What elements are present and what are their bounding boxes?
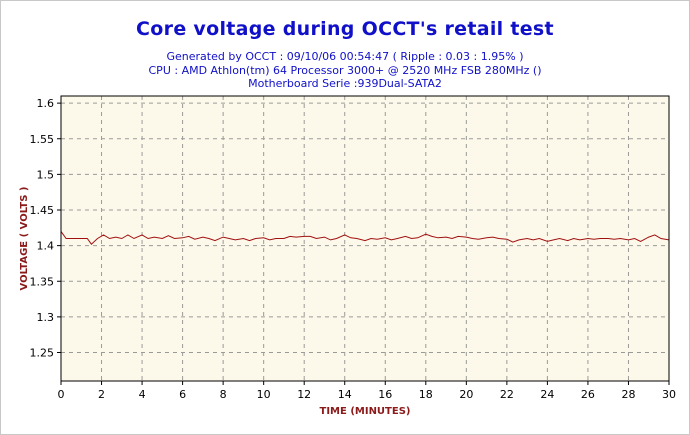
x-tick-label: 8 <box>220 388 227 401</box>
y-axis-label: VOLTAGE ( VOLTS ) <box>19 187 30 291</box>
x-tick-label: 24 <box>540 388 554 401</box>
generated-info: Generated by OCCT : 09/10/06 00:54:47 ( … <box>166 50 524 63</box>
y-tick-label: 1.55 <box>30 133 55 146</box>
x-tick-label: 4 <box>139 388 146 401</box>
x-tick-label: 26 <box>581 388 595 401</box>
x-tick-label: 22 <box>500 388 514 401</box>
y-tick-label: 1.35 <box>30 275 55 288</box>
x-tick-label: 12 <box>297 388 311 401</box>
y-tick-label: 1.5 <box>37 168 55 181</box>
x-tick-label: 18 <box>419 388 433 401</box>
y-tick-label: 1.4 <box>37 240 55 253</box>
x-axis-label: TIME (MINUTES) <box>320 406 411 417</box>
x-tick-label: 2 <box>98 388 105 401</box>
plot-border <box>60 95 670 382</box>
x-tick-label: 0 <box>58 388 65 401</box>
y-tick-label: 1.6 <box>37 97 55 110</box>
x-tick-label: 10 <box>257 388 271 401</box>
x-tick-label: 16 <box>378 388 392 401</box>
x-tick-label: 28 <box>621 388 635 401</box>
x-tick-label: 30 <box>662 388 676 401</box>
x-tick-label: 20 <box>459 388 473 401</box>
y-tick-label: 1.25 <box>30 347 55 360</box>
y-tick-label: 1.45 <box>30 204 55 217</box>
cpu-info: CPU : AMD Athlon(tm) 64 Processor 3000+ … <box>148 64 542 77</box>
voltage-series-line <box>60 231 670 245</box>
chart-title: Core voltage during OCCT's retail test <box>136 18 554 40</box>
motherboard-info: Motherboard Serie :939Dual-SATA2 <box>248 77 442 90</box>
y-tick-label: 1.3 <box>37 311 55 324</box>
x-tick-label: 6 <box>179 388 186 401</box>
x-tick-label: 14 <box>338 388 352 401</box>
